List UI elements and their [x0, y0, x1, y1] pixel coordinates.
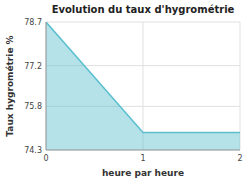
y-axis-label: Taux hygrométrie % — [5, 35, 15, 136]
area — [46, 22, 240, 150]
chart-container: 74.3 75.8 77.2 78.7 0 1 2 Evolution du taux d'h… — [0, 0, 250, 188]
plot-area — [46, 22, 240, 150]
y-tick-label: 77.2 — [24, 62, 42, 71]
x-tick-label: 0 — [43, 154, 48, 163]
x-grid-line — [143, 22, 144, 150]
chart: 74.3 75.8 77.2 78.7 0 1 2 Evolution du taux d'h… — [0, 0, 250, 188]
grid — [46, 22, 240, 150]
x-axis-line — [46, 150, 240, 151]
line — [46, 22, 240, 133]
y-grid-line — [46, 150, 240, 151]
x-grid-line — [240, 22, 241, 150]
x-grid-line — [46, 22, 47, 150]
title: Evolution du taux d'hygrométrie — [52, 4, 235, 15]
y-tick-label: 74.3 — [24, 146, 42, 155]
x-tick-label: 1 — [140, 154, 145, 163]
y-tick-label: 78.7 — [24, 18, 42, 27]
x-tick-label: 2 — [237, 154, 242, 163]
y-axis-line — [46, 22, 47, 150]
x-axis-label: heure par heure — [102, 168, 184, 178]
y-tick-label: 75.8 — [24, 102, 42, 111]
